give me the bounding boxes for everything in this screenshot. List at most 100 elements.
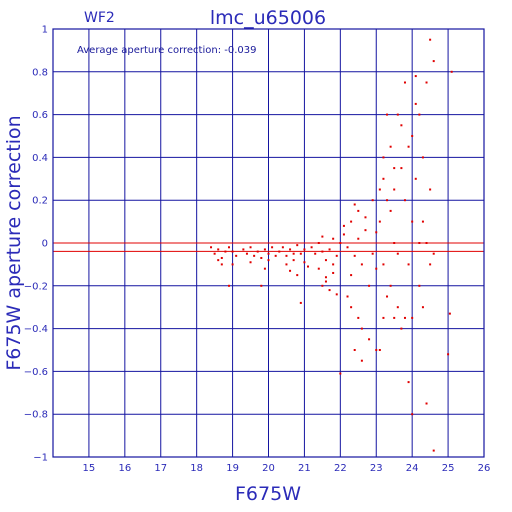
data-point xyxy=(403,316,406,319)
data-point xyxy=(393,188,396,191)
x-tick-label: 20 xyxy=(262,463,275,474)
data-point xyxy=(346,246,349,249)
data-point xyxy=(231,250,234,253)
data-point xyxy=(299,252,302,255)
data-point xyxy=(350,306,353,309)
data-point xyxy=(396,113,399,116)
data-point xyxy=(421,306,424,309)
x-tick-label: 21 xyxy=(298,463,311,474)
y-tick-label: 0.2 xyxy=(32,196,48,207)
data-point xyxy=(389,145,392,148)
data-point xyxy=(235,254,238,257)
data-point xyxy=(332,237,335,240)
data-point xyxy=(414,102,417,105)
data-point xyxy=(224,250,227,253)
y-axis-label: F675W aperture correction xyxy=(3,115,25,370)
data-point xyxy=(342,224,345,227)
y-tick-label: −1 xyxy=(33,453,48,464)
data-point xyxy=(332,263,335,266)
data-point xyxy=(335,254,338,257)
data-point xyxy=(310,246,313,249)
data-point xyxy=(411,220,414,223)
data-point xyxy=(281,246,284,249)
data-point xyxy=(339,242,342,244)
data-point xyxy=(249,261,252,264)
data-point xyxy=(450,70,453,73)
data-point xyxy=(393,316,396,319)
data-point xyxy=(321,250,324,253)
data-point xyxy=(421,220,424,223)
data-point xyxy=(407,263,410,266)
data-point xyxy=(324,280,327,283)
data-point xyxy=(371,199,374,202)
x-tick-label: 23 xyxy=(370,463,383,474)
data-point xyxy=(289,248,292,251)
y-tick-label: −0.8 xyxy=(24,410,48,421)
data-point xyxy=(389,209,392,212)
data-point xyxy=(378,349,381,351)
data-point xyxy=(249,246,252,249)
chip-label: WF2 xyxy=(84,10,115,26)
data-point xyxy=(353,254,356,257)
data-point xyxy=(403,81,406,84)
grid-lines xyxy=(53,29,484,457)
data-point xyxy=(429,38,432,41)
data-point xyxy=(407,381,410,384)
data-point xyxy=(432,449,435,452)
data-point xyxy=(321,284,324,287)
data-point xyxy=(317,267,320,270)
data-point xyxy=(324,276,327,279)
data-point xyxy=(447,353,450,356)
data-point xyxy=(296,274,299,277)
y-tick-label: 0.8 xyxy=(32,67,48,78)
data-point xyxy=(371,252,374,255)
data-point xyxy=(217,248,220,251)
x-tick-label: 25 xyxy=(442,463,455,474)
x-tick-label: 19 xyxy=(226,463,239,474)
data-point xyxy=(400,327,403,330)
x-axis-label: F675W xyxy=(235,483,301,505)
chart-title: lmc_u65006 xyxy=(210,7,326,29)
data-point xyxy=(339,372,342,375)
data-point xyxy=(375,267,378,270)
data-point xyxy=(210,246,213,249)
data-point xyxy=(375,231,378,234)
y-tick-label: −0.2 xyxy=(24,281,48,292)
scatter-points xyxy=(210,38,453,452)
data-point xyxy=(314,252,317,255)
data-point xyxy=(364,216,367,219)
data-point xyxy=(357,237,360,240)
data-point xyxy=(353,203,356,206)
data-point xyxy=(242,248,245,251)
data-point xyxy=(231,263,234,266)
data-point xyxy=(411,316,414,319)
data-point xyxy=(448,312,451,315)
data-point xyxy=(263,248,266,251)
data-point xyxy=(407,145,410,148)
plot-frame xyxy=(52,28,485,458)
data-point xyxy=(360,263,363,266)
data-point xyxy=(260,256,263,259)
data-point xyxy=(360,359,363,362)
x-tick-label: 15 xyxy=(83,463,96,474)
x-tick-label: 17 xyxy=(154,463,167,474)
data-point xyxy=(421,156,424,159)
average-correction-annotation: Average aperture correction: -0.039 xyxy=(77,45,257,56)
data-point xyxy=(357,209,360,212)
data-point xyxy=(432,252,435,255)
y-ticks: −1 −0.8 −0.6 −0.4 −0.2 0 0.2 0.4 0.6 0.8 1 xyxy=(24,25,48,464)
data-point xyxy=(386,295,389,298)
data-point xyxy=(357,316,360,319)
x-tick-label: 24 xyxy=(406,463,419,474)
data-point xyxy=(389,284,392,287)
data-point xyxy=(285,263,288,266)
data-point xyxy=(267,259,270,262)
data-point xyxy=(324,259,327,262)
x-tick-label: 22 xyxy=(334,463,347,474)
data-point xyxy=(245,252,248,255)
data-point xyxy=(303,261,306,264)
data-point xyxy=(346,295,349,298)
data-point xyxy=(418,284,421,287)
data-point xyxy=(296,244,299,247)
